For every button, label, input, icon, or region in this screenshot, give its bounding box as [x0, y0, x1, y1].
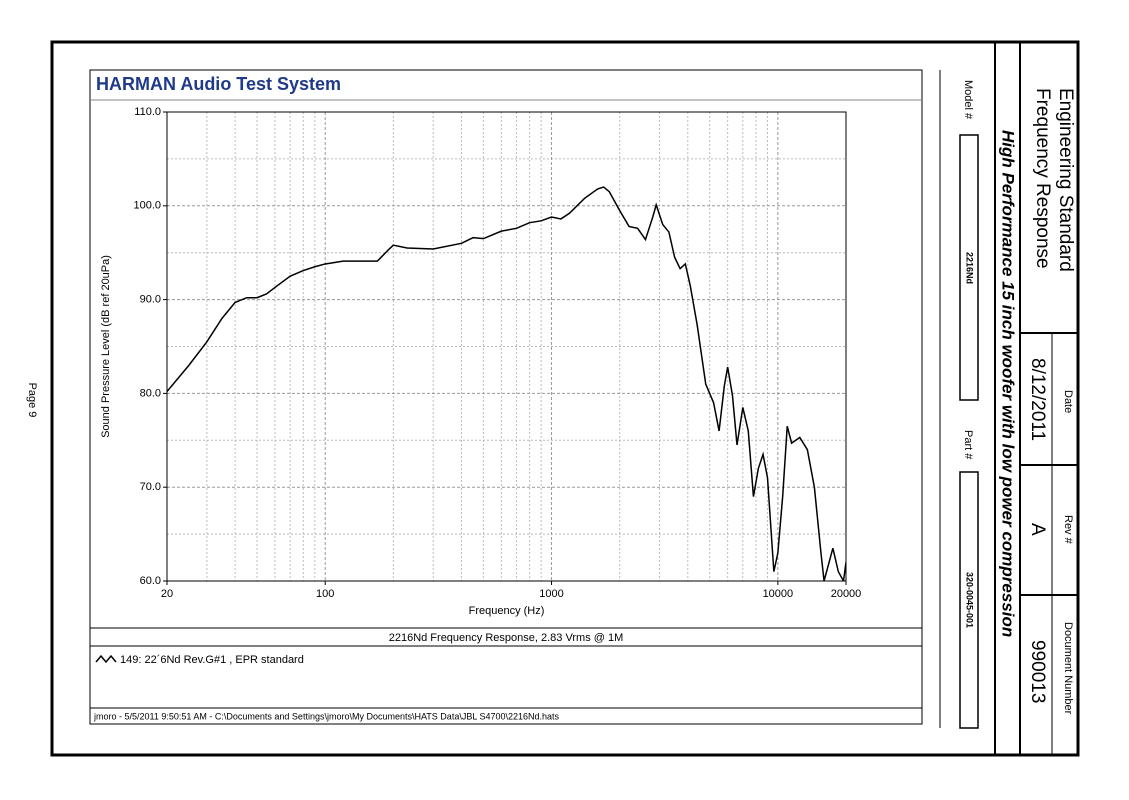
- part: 320-0045-001: [965, 572, 975, 628]
- date-label: Date: [1062, 390, 1074, 413]
- page-border: [50, 40, 1080, 757]
- rev: A: [1027, 523, 1048, 536]
- title: Engineering Standard: [1055, 88, 1076, 272]
- doc: 990013: [1027, 640, 1048, 703]
- caption: 2216Nd Frequency Response, 2.83 Vrms @ 1…: [389, 632, 624, 644]
- model: 2216Nd: [965, 252, 975, 284]
- footer-bar: [89, 707, 923, 725]
- y-tick-label: 90.0: [140, 294, 161, 306]
- footer: jmoro - 5/5/2011 9:50:51 AM - C:\Documen…: [93, 711, 560, 721]
- x-tick-label: 1000: [539, 588, 563, 600]
- y-tick-label: 100.0: [133, 200, 161, 212]
- legend-entry: 149: 22´6Nd Rev.G#1 , EPR standard: [120, 654, 304, 666]
- plot-frame: [166, 111, 847, 582]
- rev-label: Rev #: [1062, 515, 1074, 545]
- y-tick-label: 60.0: [140, 575, 161, 587]
- page-label: Page 9: [26, 383, 38, 418]
- x-tick-label: 10000: [763, 588, 794, 600]
- x-tick-label: 20000: [831, 588, 862, 600]
- plot: 20 100 1000 10000 20000 60.0 70.0 80.0 90.0 100.0…: [100, 106, 861, 617]
- model-box: [959, 134, 979, 401]
- y-axis-label: Sound Pressure Level (dB ref 20uPa): [100, 255, 112, 438]
- line-series: [167, 186, 846, 581]
- caption-bar: [89, 627, 923, 647]
- panel-title: HARMAN Audio Test System: [96, 74, 341, 94]
- y-tick-label: 110.0: [134, 106, 161, 118]
- x-tick-label: 20: [161, 588, 173, 600]
- doc-label: Document Number: [1062, 622, 1074, 715]
- part-box: [959, 471, 979, 729]
- subtitle: Frequency Response: [1032, 88, 1053, 269]
- legend-icon: [95, 654, 117, 664]
- model-label: Model #: [962, 80, 974, 120]
- x-axis-label: Frequency (Hz): [469, 605, 545, 617]
- description: High Performance 15 inch woofer with low…: [999, 130, 1018, 637]
- chart-panel: [89, 69, 923, 725]
- y-tick-label: 70.0: [140, 481, 161, 493]
- y-tick-label: 80.0: [140, 387, 161, 399]
- part-label: Part #: [962, 430, 974, 460]
- x-tick-label: 100: [316, 588, 334, 600]
- date: 8/12/2011: [1027, 358, 1048, 441]
